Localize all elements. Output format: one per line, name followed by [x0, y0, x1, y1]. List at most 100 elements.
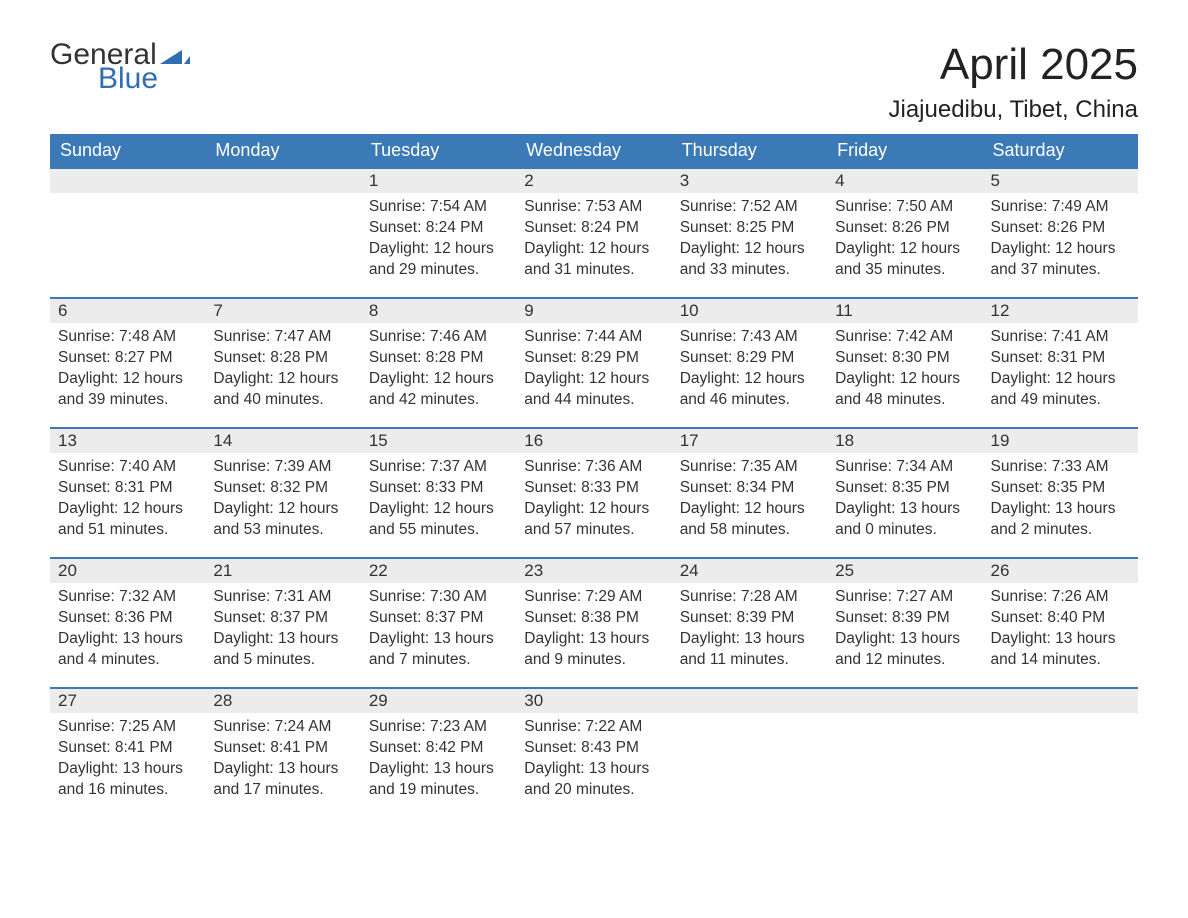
calendar-day-cell: 25Sunrise: 7:27 AMSunset: 8:39 PMDayligh…: [827, 558, 982, 688]
day-details: Sunrise: 7:31 AMSunset: 8:37 PMDaylight:…: [205, 583, 360, 681]
sunrise-line: Sunrise: 7:24 AM: [213, 717, 352, 738]
sunset-line: Sunset: 8:41 PM: [213, 738, 352, 759]
day-details: Sunrise: 7:42 AMSunset: 8:30 PMDaylight:…: [827, 323, 982, 421]
day-details: Sunrise: 7:41 AMSunset: 8:31 PMDaylight:…: [983, 323, 1138, 421]
calendar-header-row: SundayMondayTuesdayWednesdayThursdayFrid…: [50, 134, 1138, 168]
day-details: Sunrise: 7:36 AMSunset: 8:33 PMDaylight:…: [516, 453, 671, 551]
sunset-line: Sunset: 8:37 PM: [213, 608, 352, 629]
daylight-line: Daylight: 12 hours and 53 minutes.: [213, 499, 352, 541]
day-number: 14: [205, 429, 360, 453]
calendar-day-cell: 20Sunrise: 7:32 AMSunset: 8:36 PMDayligh…: [50, 558, 205, 688]
day-number: 13: [50, 429, 205, 453]
sunset-line: Sunset: 8:24 PM: [524, 218, 663, 239]
calendar-day-cell: 27Sunrise: 7:25 AMSunset: 8:41 PMDayligh…: [50, 688, 205, 818]
sunrise-line: Sunrise: 7:41 AM: [991, 327, 1130, 348]
calendar-day-cell: 12Sunrise: 7:41 AMSunset: 8:31 PMDayligh…: [983, 298, 1138, 428]
day-details: Sunrise: 7:30 AMSunset: 8:37 PMDaylight:…: [361, 583, 516, 681]
calendar-day-cell: [827, 688, 982, 818]
day-details: Sunrise: 7:34 AMSunset: 8:35 PMDaylight:…: [827, 453, 982, 551]
weekday-header: Friday: [827, 134, 982, 168]
calendar-day-cell: 8Sunrise: 7:46 AMSunset: 8:28 PMDaylight…: [361, 298, 516, 428]
sunrise-line: Sunrise: 7:44 AM: [524, 327, 663, 348]
day-number: 24: [672, 559, 827, 583]
calendar-day-cell: 4Sunrise: 7:50 AMSunset: 8:26 PMDaylight…: [827, 168, 982, 298]
sunrise-line: Sunrise: 7:36 AM: [524, 457, 663, 478]
sunset-line: Sunset: 8:33 PM: [524, 478, 663, 499]
weekday-header: Saturday: [983, 134, 1138, 168]
calendar-day-cell: 19Sunrise: 7:33 AMSunset: 8:35 PMDayligh…: [983, 428, 1138, 558]
day-details: Sunrise: 7:37 AMSunset: 8:33 PMDaylight:…: [361, 453, 516, 551]
sunset-line: Sunset: 8:28 PM: [213, 348, 352, 369]
sunrise-line: Sunrise: 7:23 AM: [369, 717, 508, 738]
day-details: Sunrise: 7:49 AMSunset: 8:26 PMDaylight:…: [983, 193, 1138, 291]
calendar-day-cell: 16Sunrise: 7:36 AMSunset: 8:33 PMDayligh…: [516, 428, 671, 558]
sunrise-line: Sunrise: 7:40 AM: [58, 457, 197, 478]
sunset-line: Sunset: 8:31 PM: [991, 348, 1130, 369]
calendar-day-cell: 23Sunrise: 7:29 AMSunset: 8:38 PMDayligh…: [516, 558, 671, 688]
day-number: 28: [205, 689, 360, 713]
day-number: 8: [361, 299, 516, 323]
daylight-line: Daylight: 12 hours and 33 minutes.: [680, 239, 819, 281]
sunrise-line: Sunrise: 7:47 AM: [213, 327, 352, 348]
sunset-line: Sunset: 8:28 PM: [369, 348, 508, 369]
sunrise-line: Sunrise: 7:53 AM: [524, 197, 663, 218]
title-block: April 2025 Jiajuedibu, Tibet, China: [889, 40, 1139, 124]
sunrise-line: Sunrise: 7:32 AM: [58, 587, 197, 608]
day-number: [205, 169, 360, 193]
calendar-week-row: 6Sunrise: 7:48 AMSunset: 8:27 PMDaylight…: [50, 298, 1138, 428]
day-details: Sunrise: 7:40 AMSunset: 8:31 PMDaylight:…: [50, 453, 205, 551]
day-details: Sunrise: 7:32 AMSunset: 8:36 PMDaylight:…: [50, 583, 205, 681]
daylight-line: Daylight: 12 hours and 42 minutes.: [369, 369, 508, 411]
sunrise-line: Sunrise: 7:31 AM: [213, 587, 352, 608]
calendar-day-cell: 3Sunrise: 7:52 AMSunset: 8:25 PMDaylight…: [672, 168, 827, 298]
day-number: 23: [516, 559, 671, 583]
daylight-line: Daylight: 13 hours and 2 minutes.: [991, 499, 1130, 541]
calendar-week-row: 1Sunrise: 7:54 AMSunset: 8:24 PMDaylight…: [50, 168, 1138, 298]
day-details: Sunrise: 7:23 AMSunset: 8:42 PMDaylight:…: [361, 713, 516, 811]
daylight-line: Daylight: 12 hours and 58 minutes.: [680, 499, 819, 541]
sunset-line: Sunset: 8:29 PM: [524, 348, 663, 369]
sunset-line: Sunset: 8:24 PM: [369, 218, 508, 239]
sunrise-line: Sunrise: 7:39 AM: [213, 457, 352, 478]
day-details: Sunrise: 7:26 AMSunset: 8:40 PMDaylight:…: [983, 583, 1138, 681]
daylight-line: Daylight: 12 hours and 40 minutes.: [213, 369, 352, 411]
daylight-line: Daylight: 12 hours and 35 minutes.: [835, 239, 974, 281]
sunrise-line: Sunrise: 7:35 AM: [680, 457, 819, 478]
day-number: 19: [983, 429, 1138, 453]
logo-text-blue: Blue: [50, 64, 190, 94]
daylight-line: Daylight: 13 hours and 14 minutes.: [991, 629, 1130, 671]
calendar-day-cell: [672, 688, 827, 818]
calendar-day-cell: 17Sunrise: 7:35 AMSunset: 8:34 PMDayligh…: [672, 428, 827, 558]
calendar-day-cell: 24Sunrise: 7:28 AMSunset: 8:39 PMDayligh…: [672, 558, 827, 688]
calendar-day-cell: [205, 168, 360, 298]
daylight-line: Daylight: 12 hours and 57 minutes.: [524, 499, 663, 541]
calendar-day-cell: 2Sunrise: 7:53 AMSunset: 8:24 PMDaylight…: [516, 168, 671, 298]
sunset-line: Sunset: 8:36 PM: [58, 608, 197, 629]
day-number: 5: [983, 169, 1138, 193]
sunset-line: Sunset: 8:40 PM: [991, 608, 1130, 629]
weekday-header: Tuesday: [361, 134, 516, 168]
daylight-line: Daylight: 12 hours and 46 minutes.: [680, 369, 819, 411]
header: General Blue April 2025 Jiajuedibu, Tibe…: [50, 40, 1138, 124]
day-details: Sunrise: 7:33 AMSunset: 8:35 PMDaylight:…: [983, 453, 1138, 551]
daylight-line: Daylight: 12 hours and 29 minutes.: [369, 239, 508, 281]
day-details: Sunrise: 7:39 AMSunset: 8:32 PMDaylight:…: [205, 453, 360, 551]
sunrise-line: Sunrise: 7:43 AM: [680, 327, 819, 348]
sunset-line: Sunset: 8:26 PM: [991, 218, 1130, 239]
day-number: [672, 689, 827, 713]
day-details: Sunrise: 7:28 AMSunset: 8:39 PMDaylight:…: [672, 583, 827, 681]
day-number: 16: [516, 429, 671, 453]
weekday-header: Thursday: [672, 134, 827, 168]
calendar-day-cell: 28Sunrise: 7:24 AMSunset: 8:41 PMDayligh…: [205, 688, 360, 818]
sunrise-line: Sunrise: 7:33 AM: [991, 457, 1130, 478]
calendar-day-cell: [983, 688, 1138, 818]
day-details: Sunrise: 7:54 AMSunset: 8:24 PMDaylight:…: [361, 193, 516, 291]
sunrise-line: Sunrise: 7:22 AM: [524, 717, 663, 738]
day-number: [827, 689, 982, 713]
calendar-day-cell: 21Sunrise: 7:31 AMSunset: 8:37 PMDayligh…: [205, 558, 360, 688]
calendar-week-row: 13Sunrise: 7:40 AMSunset: 8:31 PMDayligh…: [50, 428, 1138, 558]
weekday-header: Sunday: [50, 134, 205, 168]
sunset-line: Sunset: 8:32 PM: [213, 478, 352, 499]
calendar-day-cell: 26Sunrise: 7:26 AMSunset: 8:40 PMDayligh…: [983, 558, 1138, 688]
daylight-line: Daylight: 13 hours and 4 minutes.: [58, 629, 197, 671]
